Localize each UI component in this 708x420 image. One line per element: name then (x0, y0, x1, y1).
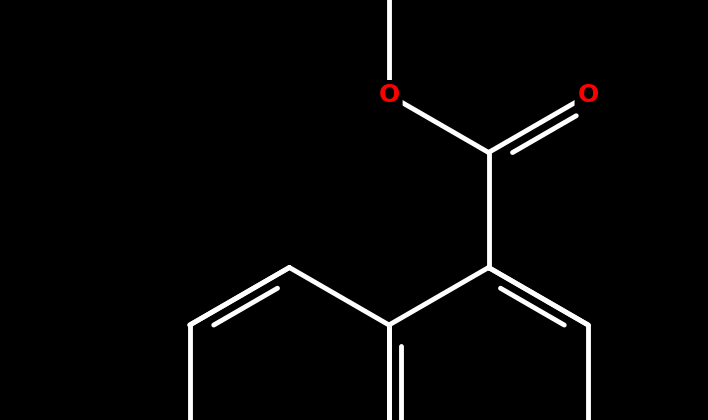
Text: O: O (578, 83, 599, 107)
Text: O: O (378, 83, 399, 107)
